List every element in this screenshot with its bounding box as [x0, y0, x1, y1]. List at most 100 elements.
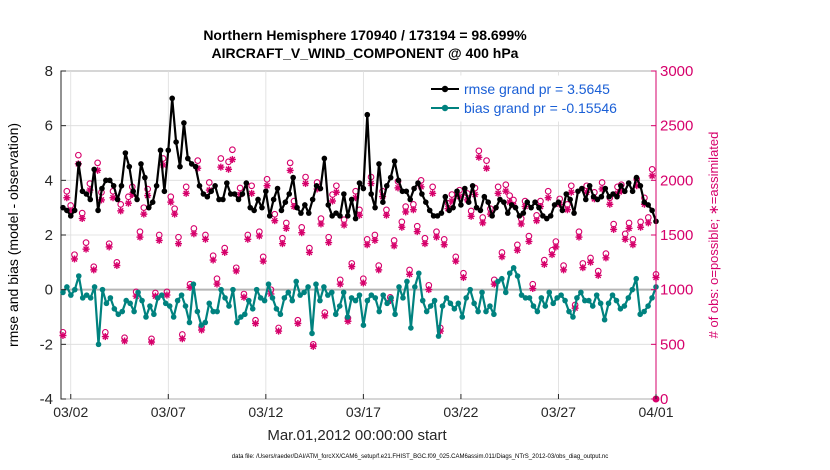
obs-assimilated-point	[494, 189, 502, 197]
bias-point	[344, 314, 351, 320]
bias-point	[526, 295, 533, 301]
rmse-point	[376, 161, 382, 167]
obs-assimilated-stroke	[179, 335, 186, 342]
right-tick-label: 3000	[660, 63, 693, 80]
bias-point	[400, 295, 406, 301]
obs-assimilated-stroke	[167, 199, 174, 206]
bias-point	[562, 297, 568, 304]
obs-assimilated-point	[563, 206, 571, 214]
obs-assimilated-point	[136, 233, 144, 241]
obs-assimilated-stroke	[610, 226, 617, 233]
obs-assimilated-stroke	[117, 207, 124, 214]
obs-assimilated-point	[629, 241, 637, 249]
rmse-point	[352, 215, 359, 222]
rmse-point	[227, 191, 234, 197]
rmse-point	[579, 185, 585, 192]
x-tick-label: 03/22	[443, 404, 478, 420]
rmse-point	[138, 161, 144, 167]
rmse-point	[594, 196, 601, 203]
bias-point	[455, 300, 462, 307]
rmse-point	[430, 213, 437, 219]
bias-point	[534, 308, 541, 315]
right-tick-label: 2000	[660, 172, 693, 189]
obs-assimilated-point	[332, 188, 340, 196]
bias-point	[506, 270, 513, 277]
rmse-point	[555, 199, 562, 205]
obs-assimilated-point	[225, 165, 233, 173]
bias-point	[479, 289, 485, 296]
obs-assimilated-stroke	[421, 240, 428, 247]
rmse-point	[598, 193, 605, 200]
obs-assimilated-point	[637, 223, 645, 231]
obs-assimilated-point	[467, 212, 475, 220]
obs-assimilated-stroke	[63, 194, 70, 201]
legend-rmse-marker	[441, 85, 449, 93]
obs-assimilated-point	[544, 194, 552, 202]
obs-assimilated-stroke	[264, 182, 271, 189]
obs-assimilated-stroke	[306, 249, 313, 256]
rmse-point	[547, 213, 554, 219]
rmse-point	[79, 188, 86, 195]
rmse-point	[282, 199, 289, 205]
obs-assimilated-point	[517, 220, 525, 228]
bias-point	[380, 292, 386, 298]
rmse-point	[501, 199, 507, 205]
obs-assimilated-stroke	[495, 190, 502, 197]
obs-assimilated-stroke	[433, 234, 440, 241]
rmse-point	[614, 193, 620, 200]
obs-assimilated-stroke	[244, 236, 251, 243]
obs-assimilated-stroke	[79, 215, 86, 222]
rmse-point	[356, 180, 363, 186]
obs-possible-point	[494, 183, 502, 191]
bias-point	[91, 284, 98, 290]
obs-assimilated-point	[109, 194, 117, 202]
obs-assimilated-stroke	[325, 239, 332, 246]
obs-assimilated-stroke	[83, 246, 90, 253]
obs-assimilated-stroke	[579, 264, 586, 271]
bias-point	[242, 311, 248, 318]
rmse-point	[571, 210, 577, 216]
rmse-point	[224, 180, 230, 186]
bias-point	[467, 286, 473, 293]
rmse-point	[247, 204, 254, 211]
obs-assimilated-stroke	[252, 320, 259, 327]
bias-point	[107, 295, 114, 301]
bias-point	[388, 295, 394, 301]
rmse-point	[329, 213, 335, 219]
obs-assimilated-point	[340, 221, 348, 229]
obs-assimilated-point	[78, 215, 86, 223]
obs-assimilated-point	[567, 188, 575, 196]
obs-assimilated-point	[124, 199, 132, 207]
obs-possible-point	[286, 159, 294, 167]
bias-point	[75, 273, 82, 279]
bias-point	[649, 295, 655, 301]
bias-point	[514, 273, 521, 279]
obs-assimilated-stroke	[356, 212, 363, 219]
obs-possible-point	[175, 233, 182, 241]
bias-point	[60, 289, 66, 296]
obs-assimilated-point	[579, 264, 587, 272]
rmse-point	[454, 188, 460, 195]
bias-point	[234, 319, 240, 326]
bias-point	[245, 297, 252, 304]
obs-assimilated-point	[483, 164, 491, 172]
legend-bias-marker	[441, 104, 449, 112]
obs-assimilated-point	[602, 254, 610, 262]
obs-assimilated-point	[148, 338, 156, 346]
obs-assimilated-point	[325, 239, 333, 247]
obs-assimilated-point	[209, 256, 217, 264]
bias-point	[605, 300, 612, 307]
obs-assimilated-stroke	[514, 247, 521, 254]
rmse-point	[582, 196, 589, 203]
bias-point	[522, 295, 529, 301]
bias-point	[95, 341, 102, 348]
obs-assimilated-stroke	[360, 280, 367, 287]
rmse-point	[524, 199, 531, 205]
obs-assimilated-point	[575, 233, 583, 241]
right-tick-label: 1500	[660, 227, 693, 244]
obs-assimilated-stroke	[479, 219, 486, 226]
bias-point	[277, 311, 284, 318]
obs-assimilated-point	[533, 217, 541, 225]
obs-possible-point	[329, 191, 336, 198]
obs-assimilated-point	[255, 232, 263, 240]
